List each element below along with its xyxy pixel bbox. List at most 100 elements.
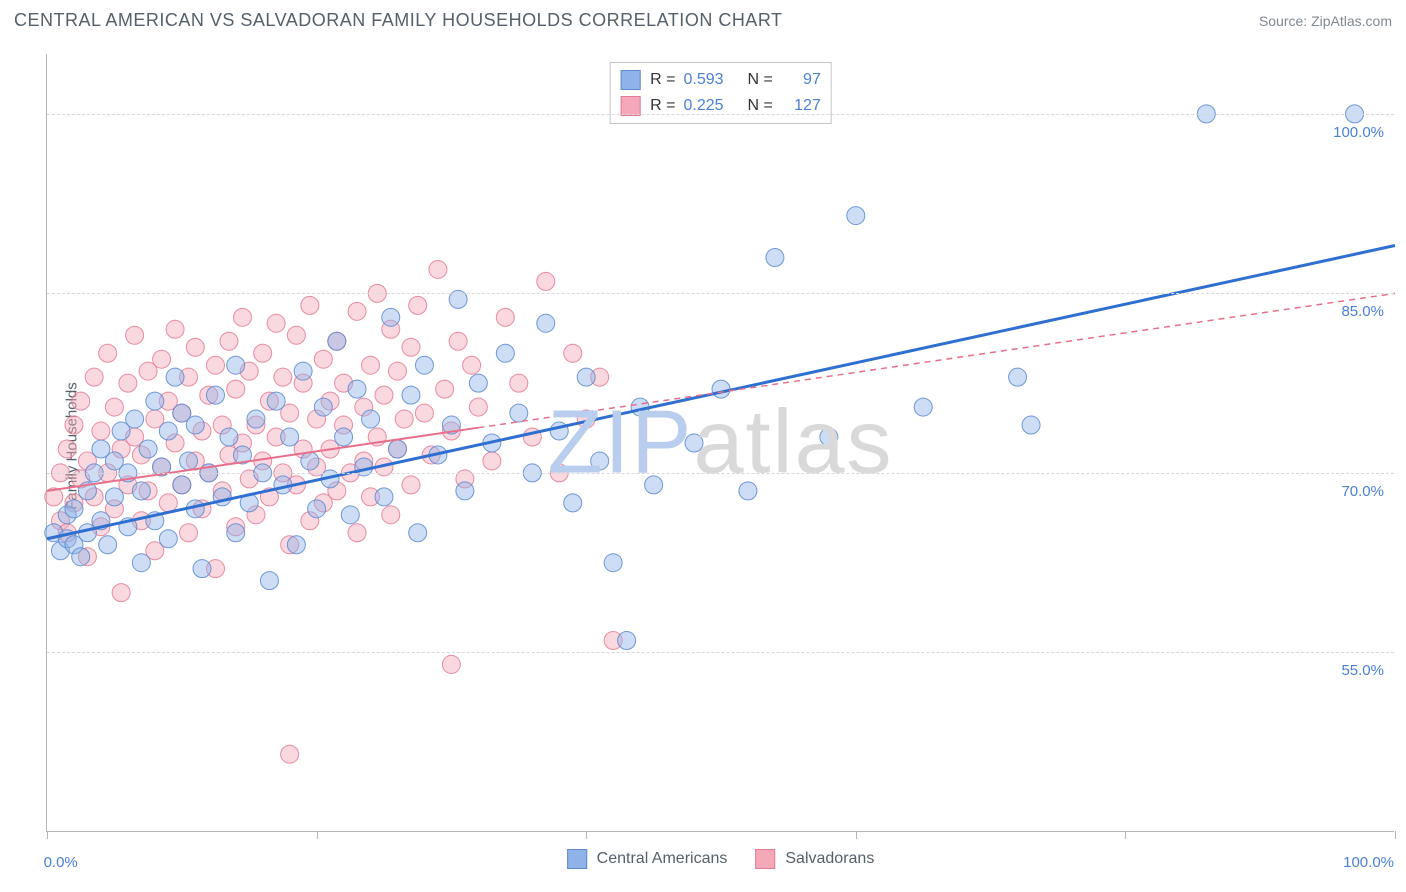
scatter-point <box>564 344 582 362</box>
x-tick <box>1125 831 1126 839</box>
stat-r-value: 0.225 <box>684 93 740 119</box>
scatter-point <box>193 560 211 578</box>
scatter-point <box>496 308 514 326</box>
chart-plot-area: ZIPatlas R =0.593N =97R =0.225N =127 Cen… <box>46 54 1394 832</box>
stat-n-value: 127 <box>781 93 821 119</box>
scatter-point <box>618 631 636 649</box>
scatter-point <box>92 422 110 440</box>
scatter-point <box>247 410 265 428</box>
scatter-point <box>58 440 76 458</box>
scatter-point <box>469 374 487 392</box>
x-tick <box>47 831 48 839</box>
scatter-point <box>227 524 245 542</box>
x-tick <box>856 831 857 839</box>
scatter-point <box>510 374 528 392</box>
scatter-point <box>65 500 83 518</box>
legend-swatch <box>567 849 587 869</box>
scatter-point <box>712 380 730 398</box>
scatter-point <box>415 404 433 422</box>
scatter-point <box>402 386 420 404</box>
legend-item: Central Americans <box>567 849 728 869</box>
legend-swatch <box>620 70 640 90</box>
scatter-point <box>105 488 123 506</box>
scatter-point <box>85 368 103 386</box>
scatter-point <box>604 554 622 572</box>
scatter-point <box>287 536 305 554</box>
x-tick-label: 0.0% <box>44 854 78 871</box>
chart-header: CENTRAL AMERICAN VS SALVADORAN FAMILY HO… <box>0 0 1406 37</box>
scatter-point <box>335 428 353 446</box>
scatter-point <box>442 655 460 673</box>
series-legend: Central Americans Salvadorans <box>567 849 875 869</box>
scatter-point <box>166 320 184 338</box>
scatter-point <box>207 386 225 404</box>
scatter-point <box>436 380 454 398</box>
scatter-point <box>463 356 481 374</box>
scatter-point <box>510 404 528 422</box>
scatter-point <box>173 476 191 494</box>
source-attribution: Source: ZipAtlas.com <box>1259 13 1392 29</box>
source-link[interactable]: ZipAtlas.com <box>1311 13 1392 29</box>
scatter-point <box>314 398 332 416</box>
scatter-point <box>348 524 366 542</box>
stat-r-label: R = <box>650 93 675 119</box>
scatter-point <box>207 356 225 374</box>
scatter-point <box>281 428 299 446</box>
stat-r-label: R = <box>650 67 675 93</box>
x-tick <box>1395 831 1396 839</box>
scatter-point <box>409 524 427 542</box>
scatter-point <box>847 207 865 225</box>
scatter-point <box>227 356 245 374</box>
scatter-point <box>402 476 420 494</box>
scatter-point <box>119 374 137 392</box>
stat-n-label: N = <box>748 67 773 93</box>
scatter-point <box>254 344 272 362</box>
scatter-point <box>159 494 177 512</box>
scatter-point <box>348 302 366 320</box>
scatter-point <box>483 452 501 470</box>
scatter-point <box>820 428 838 446</box>
scatter-point <box>166 368 184 386</box>
y-tick-label: 85.0% <box>1341 303 1384 320</box>
scatter-point <box>294 362 312 380</box>
scatter-point <box>449 332 467 350</box>
scatter-point <box>341 506 359 524</box>
scatter-point <box>409 296 427 314</box>
gridline <box>47 293 1394 294</box>
scatter-point <box>388 440 406 458</box>
scatter-point <box>301 296 319 314</box>
scatter-point <box>362 410 380 428</box>
gridline <box>47 114 1394 115</box>
scatter-point <box>180 452 198 470</box>
scatter-point <box>537 272 555 290</box>
scatter-point <box>415 356 433 374</box>
scatter-point <box>72 548 90 566</box>
scatter-point <box>382 506 400 524</box>
scatter-point <box>402 338 420 356</box>
scatter-point <box>132 554 150 572</box>
trend-line-extrapolated <box>478 293 1395 427</box>
scatter-point <box>739 482 757 500</box>
scatter-point <box>287 326 305 344</box>
stats-row: R =0.593N =97 <box>620 67 821 93</box>
x-tick-label: 100.0% <box>1343 854 1394 871</box>
scatter-point <box>645 476 663 494</box>
scatter-point <box>685 434 703 452</box>
scatter-point <box>281 745 299 763</box>
scatter-point <box>766 248 784 266</box>
scatter-point <box>126 410 144 428</box>
scatter-point <box>112 584 130 602</box>
scatter-point <box>564 494 582 512</box>
scatter-point <box>591 452 609 470</box>
legend-label: Central Americans <box>597 850 728 868</box>
scatter-point <box>220 428 238 446</box>
stat-n-label: N = <box>748 93 773 119</box>
scatter-point <box>308 500 326 518</box>
scatter-point <box>375 488 393 506</box>
scatter-point <box>301 452 319 470</box>
legend-item: Salvadorans <box>755 849 874 869</box>
scatter-point <box>914 398 932 416</box>
scatter-point <box>159 530 177 548</box>
scatter-point <box>186 338 204 356</box>
scatter-point <box>220 332 238 350</box>
